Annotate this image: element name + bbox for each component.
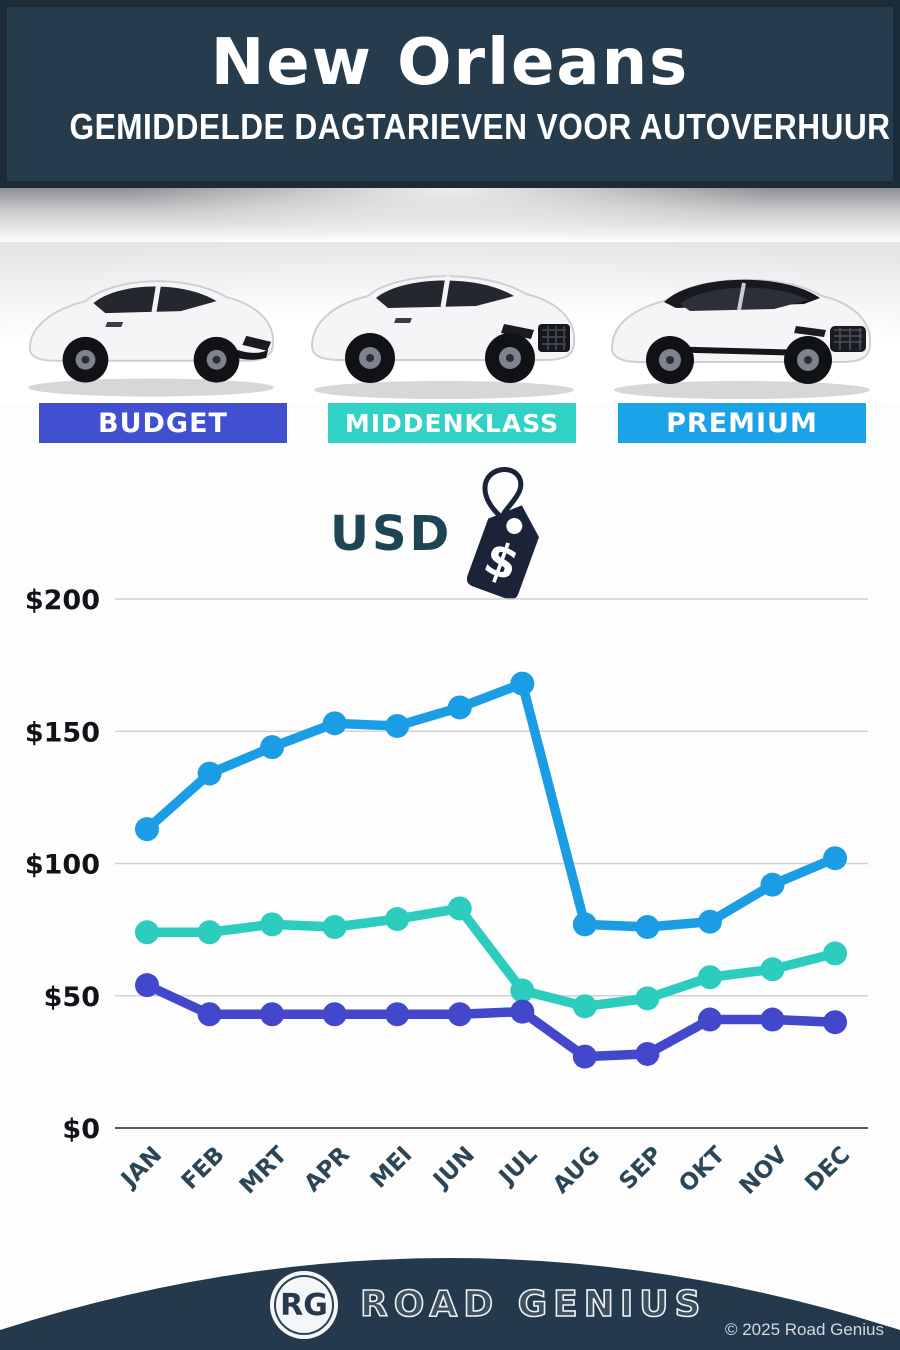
data-point-budget-apr: [322, 1002, 347, 1027]
copyright-text: © 2025 Road Genius: [724, 1320, 884, 1339]
x-tick-label: SEP: [615, 1142, 668, 1195]
y-tick-label: $100: [25, 850, 100, 881]
data-point-middenklass-mrt: [260, 912, 285, 937]
data-point-middenklass-sep: [635, 986, 660, 1011]
data-point-budget-dec: [823, 1010, 848, 1035]
x-tick-label: DEC: [800, 1142, 855, 1197]
x-tick-label: FEB: [177, 1142, 230, 1195]
car-image-band: [0, 242, 900, 404]
data-point-budget-nov: [760, 1007, 785, 1032]
data-point-middenklass-dec: [823, 941, 848, 966]
data-point-premium-jul: [510, 671, 535, 696]
data-point-budget-jan: [135, 973, 159, 998]
middenklass-car-image: [298, 238, 590, 410]
data-point-middenklass-mei: [385, 907, 410, 932]
data-point-premium-feb: [197, 761, 222, 786]
data-point-premium-mrt: [260, 735, 285, 760]
rates-line-chart: $200 $150 $100 $50 $0 JAN FEB MRT APR MEI JUN JUL AU…: [25, 585, 868, 1200]
data-point-middenklass-jul: [510, 978, 535, 1003]
x-tick-label: JUL: [493, 1142, 543, 1192]
budget-label: BUDGET: [39, 403, 287, 443]
page-subtitle: GEMIDDELDE DAGTARIEVEN VOOR AUTOVERHUUR: [69, 106, 891, 147]
x-tick-label: MEI: [366, 1142, 418, 1194]
data-point-middenklass-jan: [135, 920, 159, 945]
road-genius-logo: RG: [270, 1271, 338, 1339]
data-point-budget-jul: [510, 999, 535, 1024]
data-point-premium-aug: [572, 912, 597, 937]
header-shadow-strip: [0, 188, 900, 242]
data-point-budget-okt: [697, 1007, 722, 1032]
y-tick-label: $0: [62, 1114, 100, 1145]
x-tick-label: OKT: [674, 1142, 730, 1198]
data-point-premium-jan: [135, 817, 159, 842]
middenklass-label: MIDDENKLASS: [328, 403, 576, 443]
x-tick-label: NOV: [735, 1142, 793, 1200]
data-point-premium-jun: [447, 695, 472, 720]
data-point-middenklass-okt: [697, 965, 722, 990]
data-point-budget-mei: [385, 1002, 410, 1027]
data-point-middenklass-nov: [760, 957, 785, 982]
x-tick-label: AUG: [548, 1142, 605, 1199]
x-tick-label: MRT: [235, 1142, 293, 1200]
footer: [0, 1258, 900, 1350]
data-point-premium-dec: [823, 846, 848, 871]
data-point-budget-sep: [635, 1041, 660, 1066]
data-point-middenklass-feb: [197, 920, 222, 945]
data-point-budget-jun: [447, 1002, 472, 1027]
data-point-middenklass-jun: [447, 896, 472, 921]
data-point-premium-nov: [760, 872, 785, 897]
data-point-premium-okt: [697, 909, 722, 934]
data-point-budget-feb: [197, 1002, 222, 1027]
y-tick-label: $200: [25, 585, 100, 616]
brand-name: ROAD GENIUS: [359, 1283, 707, 1326]
data-point-premium-mei: [385, 713, 410, 738]
logo-initials: RG: [280, 1287, 328, 1323]
series-line-middenklass: [142, 903, 840, 1012]
y-tick-label: $50: [44, 982, 100, 1013]
data-point-middenklass-aug: [572, 994, 597, 1019]
data-point-budget-mrt: [260, 1002, 285, 1027]
series-line-premium: [142, 678, 840, 932]
data-point-premium-sep: [635, 914, 660, 939]
y-tick-label: $150: [25, 717, 100, 748]
currency-label: USD: [330, 506, 453, 562]
data-point-middenklass-apr: [322, 914, 347, 939]
header: New Orleans GEMIDDELDE DAGTARIEVEN VOOR …: [0, 0, 900, 188]
page-title: New Orleans: [210, 26, 690, 100]
premium-car-image: [598, 242, 886, 408]
data-point-budget-aug: [572, 1044, 597, 1069]
budget-car-image: [12, 246, 290, 408]
x-tick-label: JAN: [115, 1142, 167, 1194]
x-tick-label: APR: [299, 1142, 355, 1198]
x-tick-label: JUN: [427, 1142, 480, 1195]
price-tag-icon: $: [448, 462, 558, 624]
premium-label: PREMIUM: [618, 403, 866, 443]
data-point-premium-apr: [322, 711, 347, 736]
